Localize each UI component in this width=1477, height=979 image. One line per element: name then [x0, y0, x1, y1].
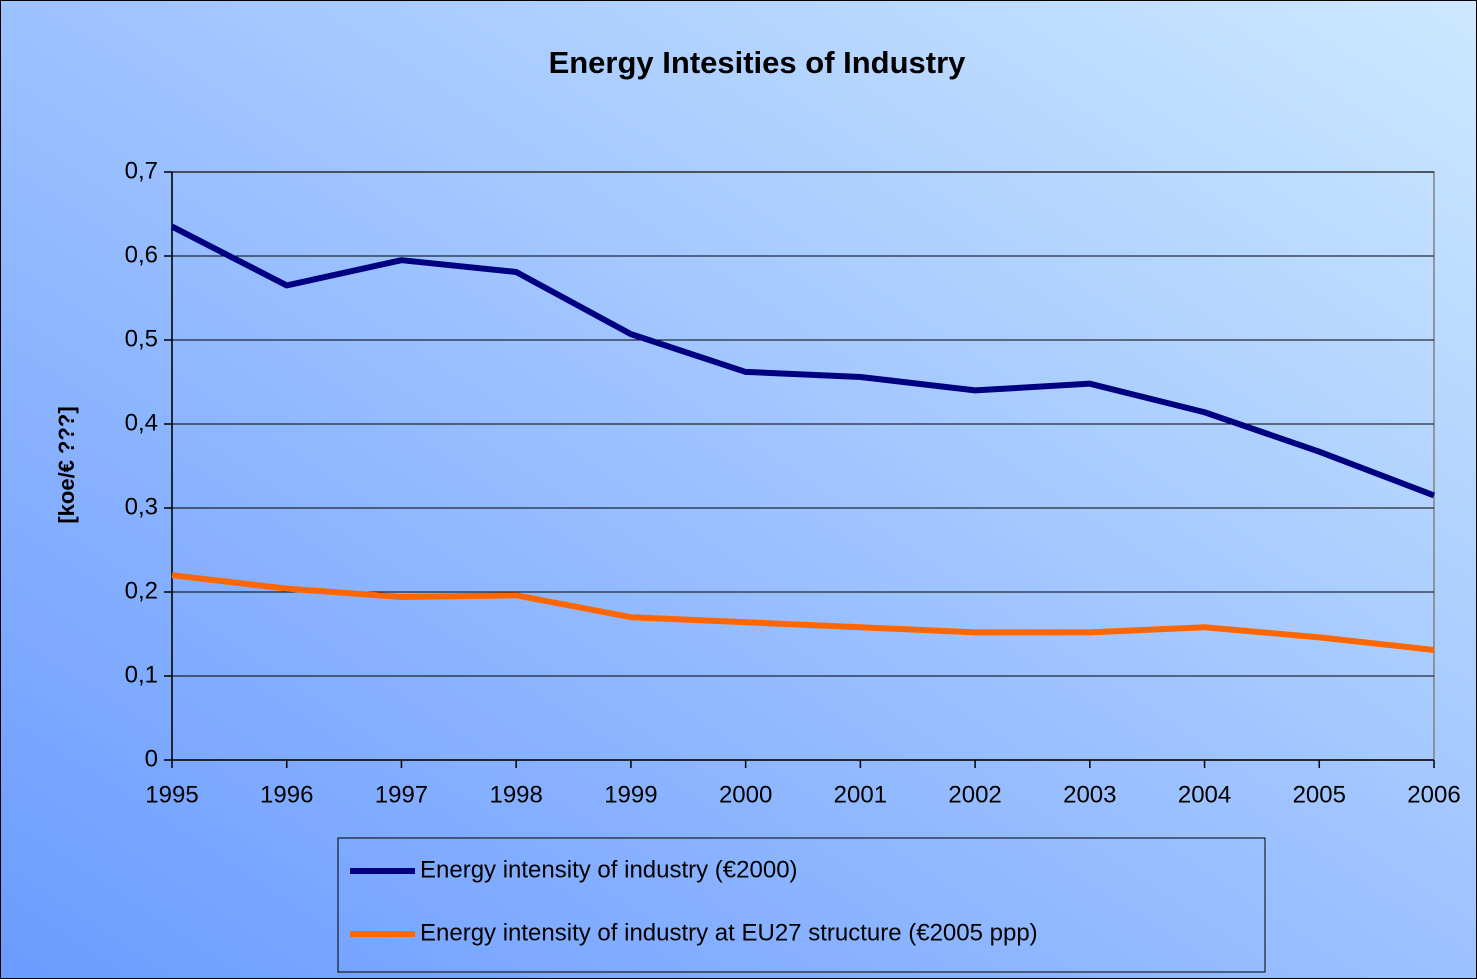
y-tick-label: 0,6 — [125, 241, 158, 268]
series-line — [170, 223, 1436, 499]
x-tick-label: 2006 — [1407, 781, 1460, 808]
series-line — [171, 572, 1435, 653]
y-axis-label: [koe/€ ???] — [54, 406, 79, 523]
x-tick-label: 2003 — [1063, 781, 1116, 808]
x-tick-label: 2001 — [834, 781, 887, 808]
x-tick-label: 1997 — [375, 781, 428, 808]
y-tick-label: 0,7 — [125, 157, 158, 184]
x-tick-label: 1996 — [260, 781, 313, 808]
legend-box — [337, 837, 1266, 973]
chart-title: Energy Intesities of Industry — [549, 45, 967, 80]
x-tick-label: 2000 — [719, 781, 772, 808]
y-tick-label: 0,1 — [125, 661, 158, 688]
x-tick-label: 1995 — [145, 781, 198, 808]
y-tick-label: 0,2 — [125, 577, 158, 604]
x-tick-label: 1998 — [489, 781, 542, 808]
legend-label: Energy intensity of industry (€2000) — [420, 856, 798, 883]
x-tick-label: 2005 — [1293, 781, 1346, 808]
y-tick-label: 0,3 — [125, 493, 158, 520]
x-tick-label: 2004 — [1178, 781, 1231, 808]
x-tick-label: 1999 — [604, 781, 657, 808]
y-tick-label: 0,4 — [125, 409, 158, 436]
y-tick-label: 0 — [145, 745, 158, 772]
y-tick-label: 0,5 — [125, 325, 158, 352]
legend-label: Energy intensity of industry at EU27 str… — [420, 919, 1038, 946]
x-tick-label: 2002 — [948, 781, 1001, 808]
